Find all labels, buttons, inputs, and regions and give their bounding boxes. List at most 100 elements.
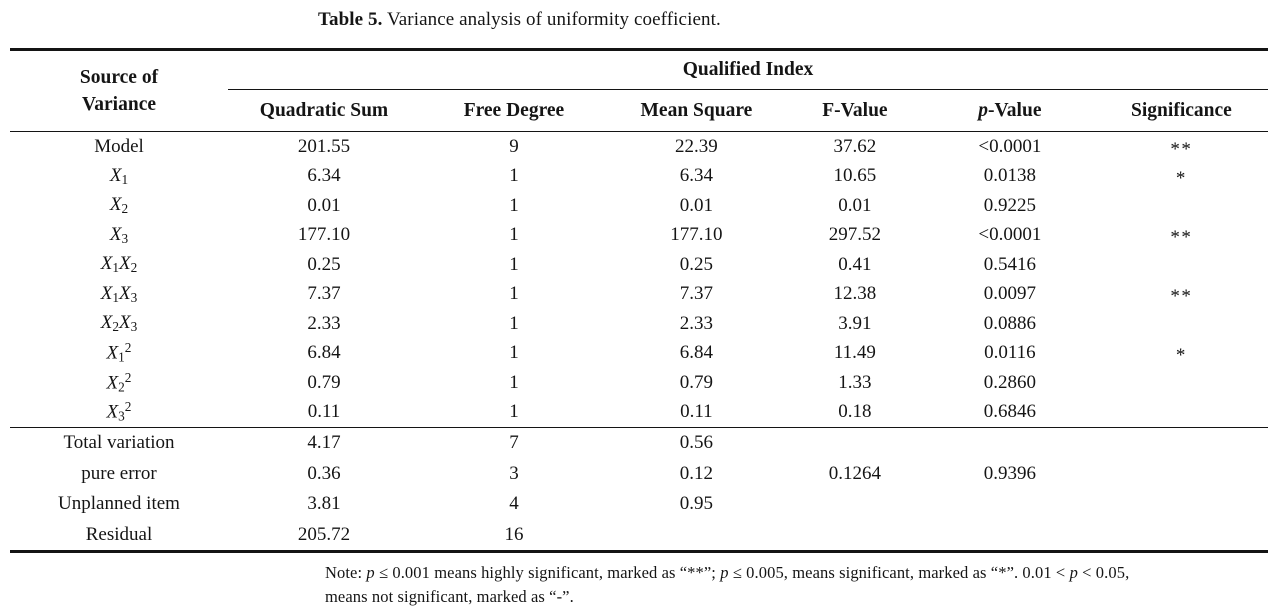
table-row: X1X2 0.25 1 0.25 0.41 0.5416	[10, 250, 1268, 280]
table-body-main: Model 201.55 9 22.39 37.62 <0.0001 ** X1 6.34 1 6.…	[10, 132, 1268, 428]
column-header: p-Value	[924, 89, 1095, 132]
table-note: Note: p ≤ 0.001 means highly significant…	[325, 563, 1130, 606]
row-label-cell: X2X3	[100, 312, 138, 335]
value-cell	[785, 428, 925, 459]
value-cell: 177.10	[297, 224, 351, 246]
significance-cell	[1095, 428, 1268, 459]
table-caption: Table 5. Variance analysis of uniformity…	[318, 9, 721, 30]
value-cell: 0.11	[607, 397, 785, 428]
significance-cell: **	[1095, 221, 1268, 251]
value-cell: 0.5416	[983, 253, 1036, 275]
table-row: Total variation 4.17 7 0.56	[10, 428, 1268, 459]
table-row: X22 0.79 1 0.79 1.33 0.2860	[10, 368, 1268, 398]
table-header: Source of Variance Qualified Index Quadra…	[10, 49, 1268, 132]
value-cell: 3	[509, 462, 519, 484]
row-label-cell: X12	[106, 340, 132, 366]
table-row: X1X3 7.37 1 7.37 12.38 0.0097 **	[10, 280, 1268, 310]
value-cell: 1	[509, 312, 519, 334]
value-cell: 6.34	[679, 165, 714, 187]
significance-cell	[1095, 309, 1268, 339]
value-cell: 0.01	[838, 194, 872, 216]
table-row: X2 0.01 1 0.01 0.01 0.9225	[10, 191, 1268, 221]
value-cell: 4	[509, 493, 519, 515]
table-body-footer: Total variation 4.17 7 0.56 pure error 0.36 3 0…	[10, 428, 1268, 552]
row-label-cell: X2	[109, 194, 129, 217]
value-cell: 0.12	[679, 462, 714, 484]
value-cell: 1	[509, 283, 519, 305]
value-cell: 0.0116	[984, 342, 1036, 364]
significance-cell	[1095, 191, 1268, 221]
value-cell: 0.11	[228, 397, 420, 428]
significance-cell: **	[1095, 280, 1268, 310]
column-header: Significance	[1094, 89, 1268, 132]
row-label-cell: X1X2	[100, 253, 138, 276]
row-label-cell: pure error	[81, 462, 157, 484]
significance-marker: *	[1175, 168, 1187, 190]
value-cell: 0.01	[679, 194, 714, 216]
row-label-cell: X22	[106, 369, 132, 395]
table-row: Unplanned item 3.81 4 0.95	[10, 489, 1268, 520]
value-cell	[925, 428, 1095, 459]
value-cell: 0.79	[679, 371, 714, 393]
table-container: Source of Variance Qualified Index Quadra…	[10, 48, 1268, 554]
value-cell: 37.62	[833, 135, 877, 157]
table-row: Model 201.55 9 22.39 37.62 <0.0001 **	[10, 132, 1268, 162]
table-row: X2X3 2.33 1 2.33 3.91 0.0886	[10, 309, 1268, 339]
group-header-row: Source of Variance Qualified Index	[10, 49, 1268, 132]
value-cell: 7.37	[679, 283, 714, 305]
value-cell: 3.81	[307, 493, 341, 515]
value-cell: 1	[509, 371, 519, 393]
value-cell	[785, 520, 925, 552]
value-cell: 1	[509, 224, 519, 246]
significance-cell: *	[1095, 162, 1268, 192]
value-cell: 0.0886	[983, 312, 1036, 334]
value-cell: 7.37	[307, 283, 341, 305]
significance-cell: **	[1095, 132, 1268, 162]
value-cell: 0.18	[784, 397, 925, 428]
value-cell: 6.34	[307, 165, 341, 187]
value-cell: 0.95	[679, 493, 714, 515]
row-label-cell: Unplanned item	[58, 493, 180, 515]
significance-cell	[1095, 459, 1268, 490]
value-cell: 4.17	[307, 432, 341, 454]
value-cell: 9	[509, 135, 519, 157]
row-label-cell: X1	[109, 164, 129, 187]
significance-marker: *	[1175, 345, 1187, 367]
row-label-cell: Residual	[85, 524, 153, 546]
row-label-cell: Model	[94, 135, 144, 157]
significance-cell	[1095, 368, 1268, 398]
value-cell	[785, 489, 925, 520]
value-cell: 0.36	[307, 462, 341, 484]
column-header: Mean Square	[607, 89, 785, 132]
value-cell: 3.91	[838, 312, 872, 334]
value-cell: 0.6846	[924, 397, 1095, 428]
value-cell: 1	[419, 397, 608, 428]
value-cell: 0.25	[307, 253, 341, 275]
value-cell	[925, 520, 1095, 552]
value-cell: 0.1264	[828, 462, 882, 484]
value-cell: 6.84	[679, 342, 714, 364]
value-cell: 297.52	[828, 224, 882, 246]
value-cell: 0.25	[679, 253, 714, 275]
value-cell: 177.10	[670, 224, 723, 246]
value-cell: 7	[509, 432, 519, 454]
value-cell: 1	[509, 342, 519, 364]
value-cell: 0.0138	[983, 165, 1036, 187]
variance-analysis-table: Source of Variance Qualified Index Quadra…	[10, 48, 1268, 554]
significance-cell: *	[1095, 339, 1268, 369]
row-label-cell: X3	[109, 223, 129, 246]
qualified-index-header: Qualified Index	[228, 49, 1268, 90]
significance-marker: **	[1170, 286, 1193, 308]
table-row: X1 6.34 1 6.34 10.65 0.0138 *	[10, 162, 1268, 192]
value-cell: 0.56	[679, 432, 714, 454]
value-cell: 1	[509, 165, 519, 187]
value-cell: 1	[509, 253, 519, 275]
table-row: X3 177.10 1 177.10 297.52 <0.0001 **	[10, 221, 1268, 251]
value-cell: 0.9225	[983, 194, 1036, 216]
value-cell: 205.72	[297, 524, 351, 546]
value-cell: 1.33	[838, 371, 872, 393]
value-cell: 12.38	[833, 283, 877, 305]
row-label-cell: X1X3	[100, 282, 138, 305]
value-cell: 22.39	[675, 135, 718, 157]
